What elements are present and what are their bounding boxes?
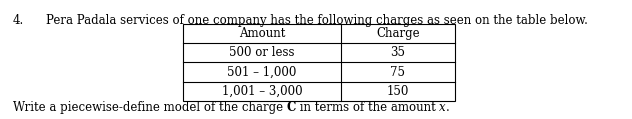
Text: Amount: Amount [239, 27, 285, 40]
Text: 500 or less: 500 or less [229, 46, 295, 59]
Text: x: x [439, 101, 446, 114]
Text: 1,001 – 3,000: 1,001 – 3,000 [222, 85, 302, 98]
Text: 150: 150 [387, 85, 409, 98]
Text: Charge: Charge [376, 27, 420, 40]
Text: in terms of the amount: in terms of the amount [296, 101, 439, 114]
Bar [183, 24, 455, 101]
Text: Write a piecewise-define model of the charge: Write a piecewise-define model of the ch… [13, 101, 286, 114]
Text: 35: 35 [391, 46, 406, 59]
Text: 501 – 1,000: 501 – 1,000 [228, 66, 297, 79]
Text: C: C [286, 101, 296, 114]
Text: .: . [446, 101, 450, 114]
Text: 4.: 4. [13, 14, 24, 27]
Text: Pera Padala services of one company has the following charges as seen on the tab: Pera Padala services of one company has … [46, 14, 587, 27]
Text: 75: 75 [391, 66, 406, 79]
